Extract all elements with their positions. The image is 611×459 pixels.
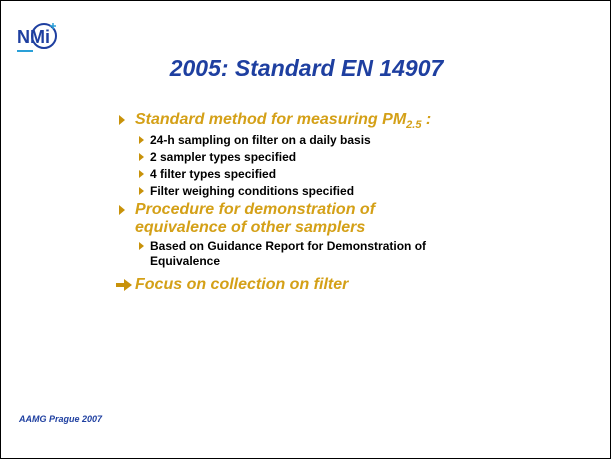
bullet: [119, 205, 125, 215]
sub-bullet: [139, 242, 144, 250]
sub-bullet-text: Based on Guidance Report for Demonstrati…: [150, 239, 427, 268]
bullet: [119, 115, 125, 125]
sub-bullet-text: 2 sampler types specified: [150, 150, 297, 164]
logo-text: NMi: [17, 27, 50, 47]
sub-bullet: [139, 153, 144, 161]
logo-badge: NMi: [17, 23, 57, 52]
text: :: [421, 111, 432, 128]
arrow-bullet: [116, 279, 132, 291]
sub-bullet-text: Filter weighing conditions specified: [150, 184, 355, 198]
slide-title: 2005: Standard EN 14907: [169, 55, 444, 81]
subscript: 2.5: [406, 119, 422, 131]
sub-bullet-text: 24-h sampling on filter on a daily basis: [150, 133, 371, 147]
text: Standard method for measuring PM: [135, 111, 407, 128]
sub-bullet-text: 4 filter types specified: [150, 167, 277, 181]
footer: AAMG Prague 2007: [19, 414, 103, 424]
sub-bullet: [139, 170, 144, 178]
bullet-text: Procedure for demonstration of equivalen…: [135, 201, 376, 236]
sub-bullet: [139, 187, 144, 195]
bullet-text: Standard method for measuring PM2.5 :: [135, 111, 431, 134]
sub-bullet: [139, 136, 144, 144]
conclusion-text: Focus on collection on filter: [135, 276, 349, 293]
